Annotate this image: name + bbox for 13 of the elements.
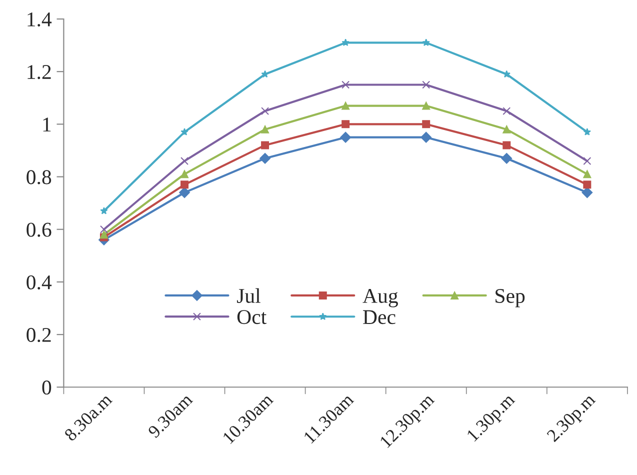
y-tick-label: 1.4: [28, 12, 52, 27]
y-tick-label: 0.8: [26, 170, 52, 184]
y-tick-label: 1.2: [28, 65, 51, 80]
legend-label: Oct: [237, 310, 267, 324]
legend-label: Dec: [363, 310, 396, 324]
legend-label: Aug: [362, 289, 398, 308]
y-tick-label: 0: [42, 380, 52, 395]
y-tick-label: 0.6: [26, 222, 52, 237]
legend-label: Sep: [496, 288, 525, 308]
y-tick-label: 1: [43, 118, 51, 132]
legend-label: Jul: [236, 288, 260, 303]
y-tick-label: 0.4: [26, 275, 52, 290]
y-tick-label: 0.2: [26, 328, 51, 342]
